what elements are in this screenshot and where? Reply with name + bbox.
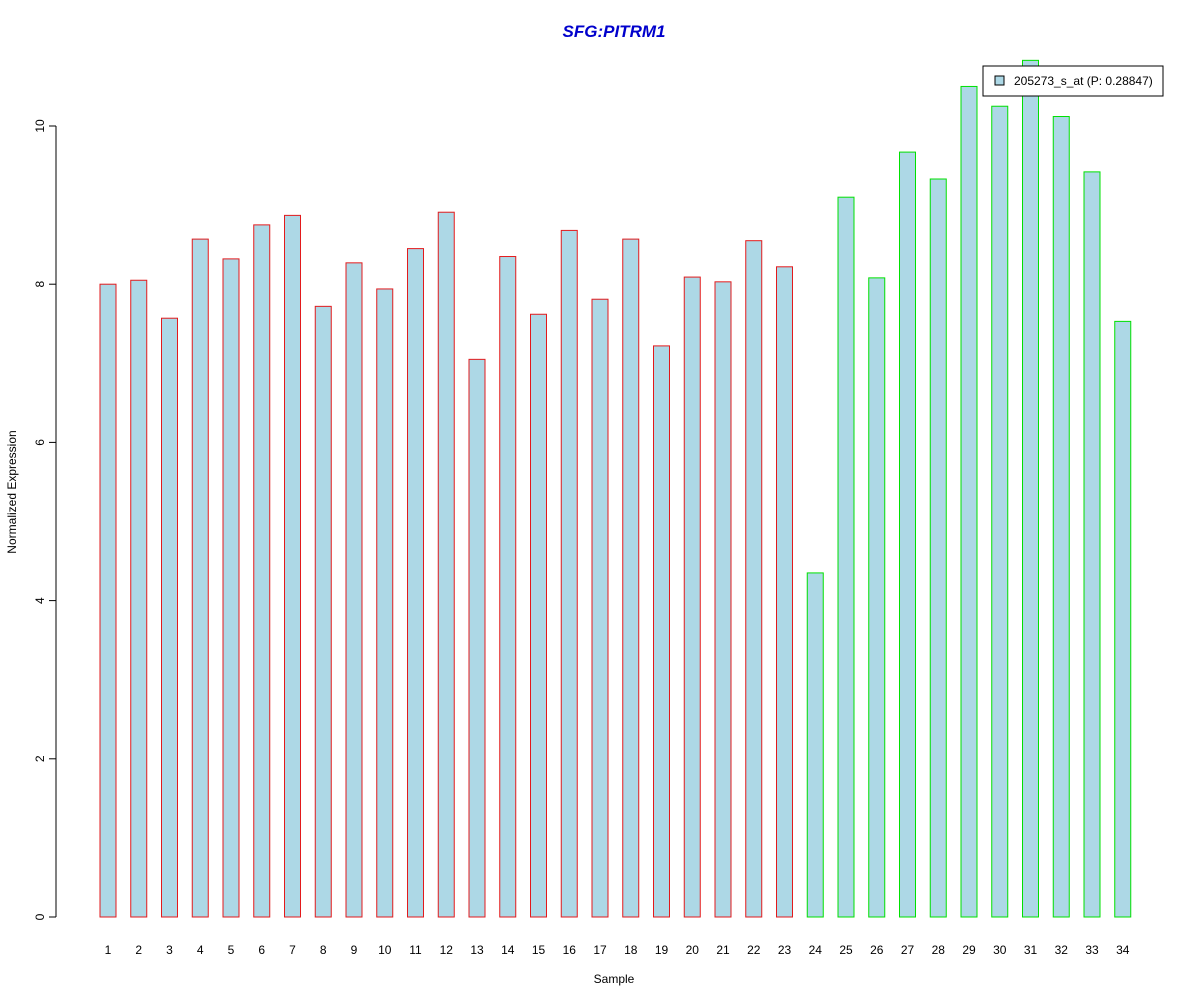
x-tick-label: 9 xyxy=(351,943,358,957)
x-axis-label: Sample xyxy=(594,972,635,986)
bar xyxy=(314,305,332,918)
x-tick-label: 15 xyxy=(532,943,546,957)
bar xyxy=(1052,116,1070,918)
bar xyxy=(191,238,209,918)
y-axis-label: Normalized Expression xyxy=(5,430,19,553)
x-tick-label: 10 xyxy=(378,943,392,957)
x-tick-label: 25 xyxy=(839,943,853,957)
bar xyxy=(1114,320,1132,918)
legend: 205273_s_at (P: 0.28847) xyxy=(982,65,1164,97)
bar xyxy=(560,229,578,918)
x-tick-label: 31 xyxy=(1024,943,1038,957)
bar xyxy=(960,85,978,918)
bar xyxy=(130,279,148,918)
legend-swatch xyxy=(994,75,1005,86)
x-tick-label: 17 xyxy=(593,943,607,957)
bar xyxy=(345,262,363,918)
bar xyxy=(530,313,547,918)
bar xyxy=(1083,171,1101,918)
x-tick-label: 5 xyxy=(228,943,235,957)
bar xyxy=(407,248,424,918)
x-tick-label: 30 xyxy=(993,943,1007,957)
x-tick-label: 22 xyxy=(747,943,761,957)
x-tick-label: 34 xyxy=(1116,943,1130,957)
x-tick-label: 33 xyxy=(1085,943,1099,957)
x-tick-label: 1 xyxy=(105,943,112,957)
bar xyxy=(622,238,640,918)
bar xyxy=(653,345,670,918)
bar xyxy=(929,178,947,918)
x-tick-label: 4 xyxy=(197,943,204,957)
y-tick-label: 4 xyxy=(33,597,47,604)
bar xyxy=(899,151,916,918)
y-tick-label: 0 xyxy=(33,913,47,920)
bar xyxy=(591,298,609,918)
bar xyxy=(745,240,763,918)
x-tick-label: 24 xyxy=(809,943,823,957)
x-tick-label: 32 xyxy=(1055,943,1069,957)
bar xyxy=(376,288,394,918)
bar xyxy=(99,283,117,918)
bar xyxy=(222,258,240,918)
x-tick-label: 29 xyxy=(962,943,976,957)
x-tick-label: 12 xyxy=(440,943,454,957)
x-tick-label: 6 xyxy=(258,943,265,957)
x-tick-label: 8 xyxy=(320,943,327,957)
bars-group xyxy=(99,59,1132,918)
x-tick-label: 20 xyxy=(686,943,700,957)
bar xyxy=(499,256,517,918)
bar xyxy=(714,281,732,918)
x-tick-label: 2 xyxy=(135,943,142,957)
bar xyxy=(1022,59,1039,918)
x-tick-label: 19 xyxy=(655,943,669,957)
legend-label: 205273_s_at (P: 0.28847) xyxy=(1014,74,1153,88)
legend-box xyxy=(982,65,1164,97)
y-axis: 0 2 4 6 8 10 xyxy=(33,119,57,920)
y-tick-label: 6 xyxy=(33,439,47,446)
bar xyxy=(991,105,1009,918)
x-tick-label: 23 xyxy=(778,943,792,957)
x-tick-label: 16 xyxy=(563,943,577,957)
bar xyxy=(868,277,886,918)
bar xyxy=(683,276,701,918)
x-tick-label: 26 xyxy=(870,943,884,957)
x-tick-label: 11 xyxy=(409,943,422,957)
x-tick-label: 7 xyxy=(289,943,296,957)
chart-title: SFG:PITRM1 xyxy=(563,22,666,41)
bar xyxy=(468,358,486,918)
bar xyxy=(776,266,793,918)
bar xyxy=(253,224,271,918)
y-tick-label: 2 xyxy=(33,755,47,762)
bar xyxy=(806,572,824,918)
x-tick-label: 21 xyxy=(716,943,730,957)
y-tick-label: 10 xyxy=(33,119,47,133)
x-tick-labels: 1 2 3 4 5 6 7 8 9 10 11 12 13 14 15 16 17 18 19 20 21 22 23 24 2… xyxy=(105,943,1130,957)
x-tick-label: 13 xyxy=(470,943,484,957)
x-tick-label: 14 xyxy=(501,943,515,957)
x-tick-label: 27 xyxy=(901,943,915,957)
bar xyxy=(284,214,301,918)
bar xyxy=(437,211,455,918)
x-tick-label: 3 xyxy=(166,943,173,957)
x-tick-label: 28 xyxy=(932,943,946,957)
bar xyxy=(837,196,855,918)
bar xyxy=(161,317,178,918)
y-tick-label: 8 xyxy=(33,281,47,288)
x-tick-label: 18 xyxy=(624,943,638,957)
